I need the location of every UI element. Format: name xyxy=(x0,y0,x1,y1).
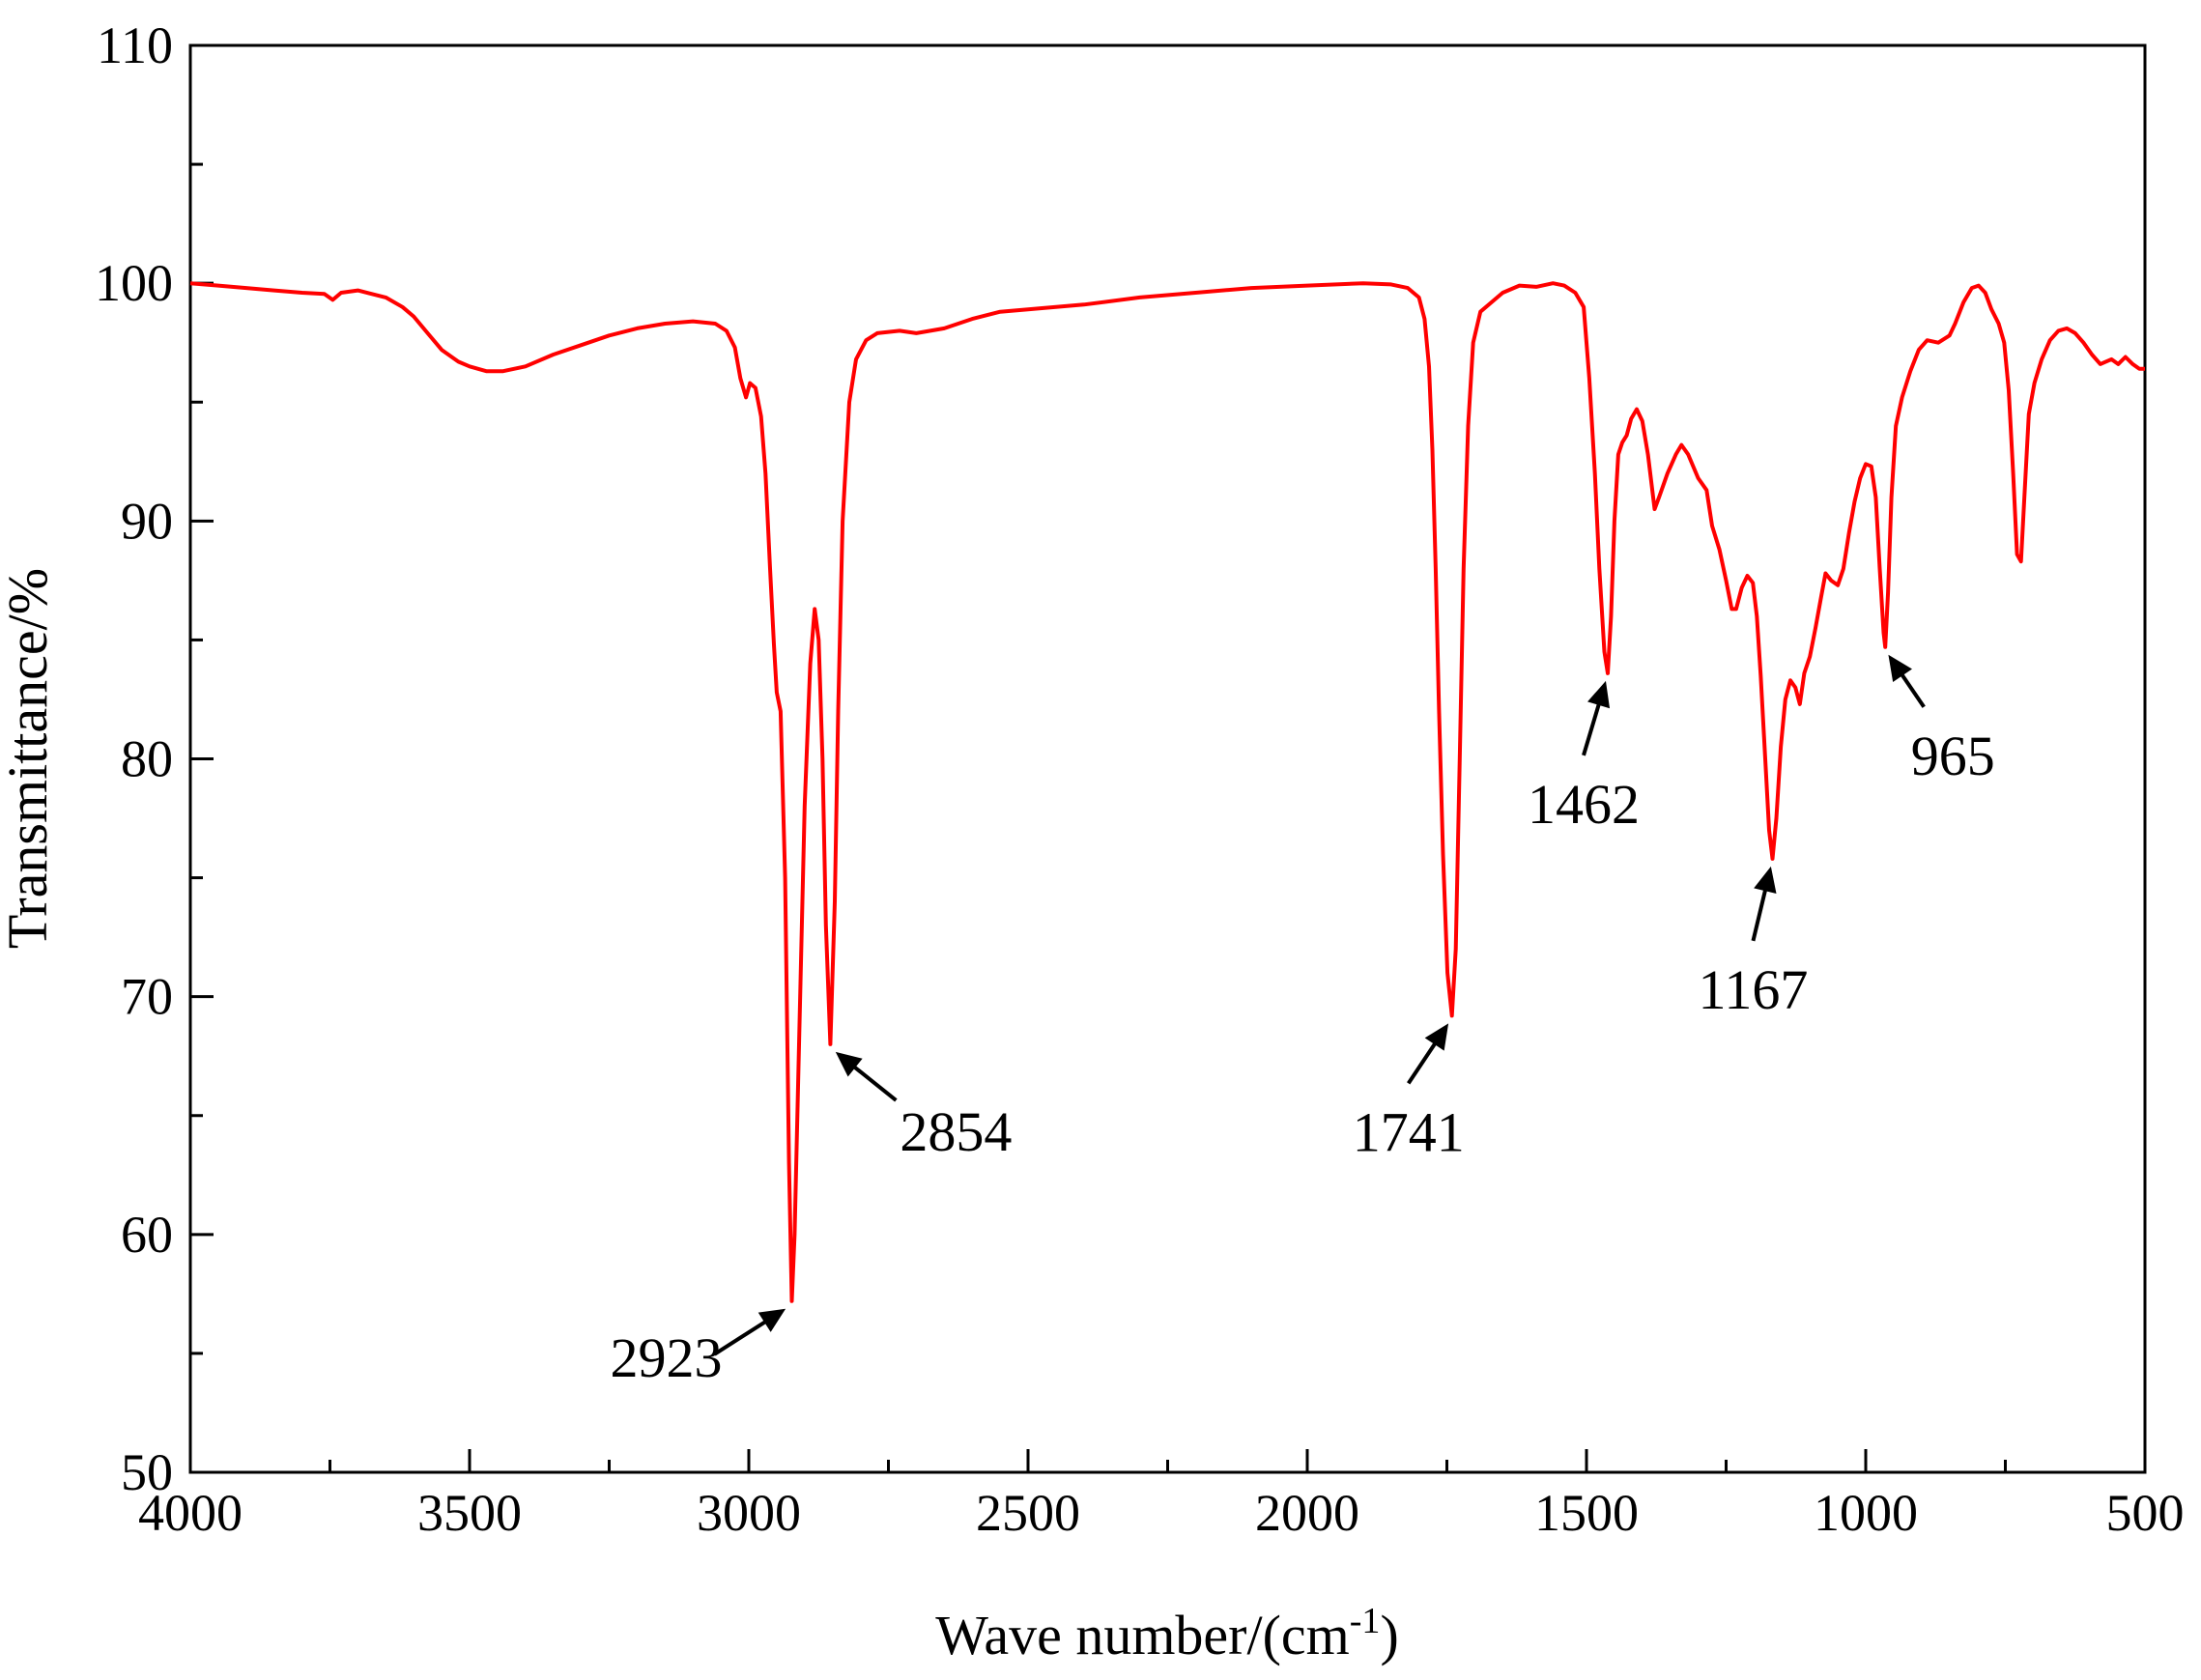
annotation-2854: 2854 xyxy=(835,1051,1012,1163)
annotation-1462: 1462 xyxy=(1528,680,1640,836)
annotation-arrow-shaft xyxy=(1751,884,1769,942)
annotation-arrow-head xyxy=(757,1308,786,1332)
annotation-label: 2854 xyxy=(900,1100,1012,1163)
annotation-arrow-shaft xyxy=(1582,698,1603,756)
annotation-label: 1462 xyxy=(1528,773,1640,836)
annotation-1741: 1741 xyxy=(1353,1023,1465,1163)
peak-annotations: 2923 2854 1741 1462 1167 965 xyxy=(611,654,1995,1389)
x-axis-title-close: ) xyxy=(1380,1604,1398,1666)
y-tick-label: 110 xyxy=(97,16,173,74)
annotation-arrow-head xyxy=(1587,680,1611,709)
x-tick-label: 3000 xyxy=(697,1484,801,1542)
axis-ticks xyxy=(188,43,2147,1474)
annotation-965: 965 xyxy=(1888,654,1995,787)
annotation-arrow-head xyxy=(835,1051,863,1077)
x-tick-label: 1500 xyxy=(1534,1484,1639,1542)
x-tick-label: 500 xyxy=(2106,1484,2185,1542)
y-tick-label: 100 xyxy=(95,254,173,312)
y-tick-label: 50 xyxy=(121,1443,173,1501)
y-axis-title: Transmittance/% xyxy=(0,568,59,949)
x-tick-label: 1000 xyxy=(1814,1484,1918,1542)
annotation-arrow-shaft xyxy=(849,1062,898,1102)
annotation-label: 965 xyxy=(1911,725,1995,787)
annotation-label: 2923 xyxy=(611,1326,723,1389)
annotation-label: 1741 xyxy=(1353,1100,1465,1163)
x-axis-title-main: Wave number/(cm xyxy=(935,1604,1350,1666)
y-tick-label: 90 xyxy=(121,492,173,550)
annotation-arrow-shaft xyxy=(713,1318,769,1356)
annotation-arrow-head xyxy=(1754,866,1777,894)
annotation-2923: 2923 xyxy=(611,1308,786,1389)
annotation-arrow-shaft xyxy=(1407,1037,1441,1085)
series-line-transmittance xyxy=(189,281,2145,1303)
x-tick-label: 4000 xyxy=(138,1484,243,1542)
y-tick-label: 80 xyxy=(121,730,173,788)
annotation-arrow-head xyxy=(1888,654,1912,683)
axis-tick-labels: 4000 3500 3000 2500 2000 1500 1000 500 50 60 70 80 9… xyxy=(95,16,2185,1542)
x-tick-label: 3500 xyxy=(417,1484,522,1542)
y-tick-label: 70 xyxy=(121,968,173,1026)
y-tick-label: 60 xyxy=(121,1206,173,1264)
annotation-1167: 1167 xyxy=(1699,866,1809,1021)
x-axis-title: Wave number/(cm-1) xyxy=(935,1601,1399,1666)
plot-frame xyxy=(188,43,2147,1474)
annotation-label: 1167 xyxy=(1699,958,1809,1021)
x-tick-label: 2000 xyxy=(1255,1484,1359,1542)
x-axis-title-superscript: -1 xyxy=(1350,1601,1381,1641)
annotation-arrow-head xyxy=(1424,1023,1449,1051)
x-tick-label: 2500 xyxy=(976,1484,1080,1542)
